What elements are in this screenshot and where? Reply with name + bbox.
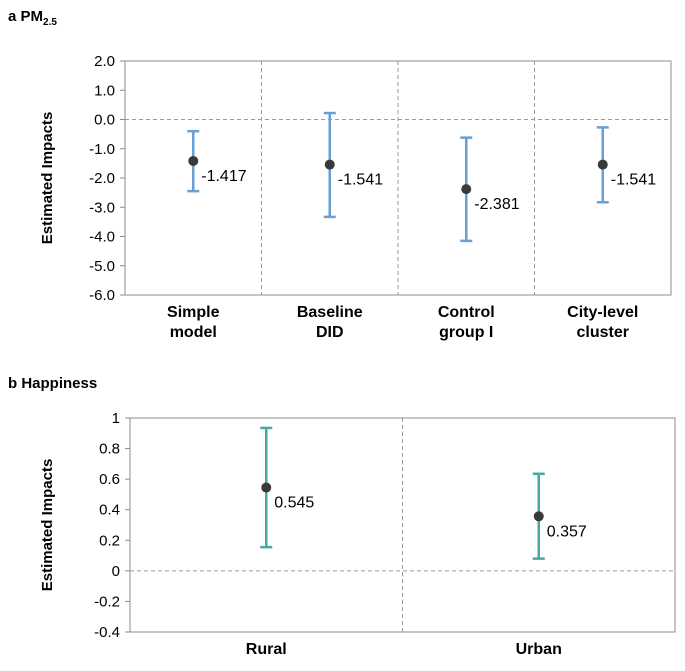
category-label: City-level — [567, 304, 638, 321]
panel-a-letter: a — [8, 8, 17, 25]
y-tick-label: -4.0 — [89, 229, 115, 246]
category-label: Urban — [516, 641, 562, 658]
data-point — [461, 184, 472, 195]
y-tick-label: 0.4 — [99, 502, 120, 519]
data-point — [188, 155, 199, 166]
data-label: -1.417 — [201, 168, 246, 185]
category-label: cluster — [577, 324, 629, 341]
y-tick-label: -3.0 — [89, 199, 115, 216]
y-tick-label: -6.0 — [89, 287, 115, 304]
category-label: group I — [439, 324, 493, 341]
data-label: 0.545 — [274, 495, 314, 512]
category-label: Simple — [167, 304, 220, 321]
category-label: Baseline — [297, 304, 363, 321]
category-label: Rural — [246, 641, 287, 658]
panel-a-plot: 2.0 1.0 0.0 -1.0 -2.0 -3.0 -4.0 -5.0 -6.0 Estimat… — [39, 53, 672, 341]
y-tick-label: -0.2 — [94, 593, 120, 610]
category-label: model — [170, 324, 217, 341]
y-tick-label: 0.2 — [99, 532, 120, 549]
y-tick-label: -5.0 — [89, 258, 115, 275]
y-tick-label: 1 — [112, 410, 120, 427]
panel-a-title: a PM2.5 — [8, 8, 57, 28]
category-label: Control — [438, 304, 495, 321]
y-axis-label: Estimated Impacts — [39, 459, 56, 592]
data-label: -1.541 — [338, 172, 383, 189]
y-tick-label: 0 — [112, 563, 120, 580]
data-point — [324, 159, 335, 170]
panel-a-title-sub: 2.5 — [43, 17, 57, 28]
data-label: -1.541 — [611, 172, 656, 189]
y-axis-label: Estimated Impacts — [39, 112, 56, 245]
category-label: DID — [316, 324, 344, 341]
panel-b-letter: b — [8, 375, 17, 392]
y-tick-label: 0.0 — [94, 112, 115, 129]
data-label: -2.381 — [474, 196, 519, 213]
y-tick-label: -2.0 — [89, 170, 115, 187]
y-tick-label: -1.0 — [89, 141, 115, 158]
data-point — [533, 511, 544, 522]
y-tick-label: 0.8 — [99, 441, 120, 458]
data-label: 0.357 — [547, 523, 587, 540]
y-tick-label: 2.0 — [94, 53, 115, 70]
panel-a-title-main: PM — [21, 8, 44, 25]
data-point — [597, 159, 608, 170]
panel-b-title-main: Happiness — [21, 375, 97, 392]
panel-b-plot: 1 0.8 0.6 0.4 0.2 0 -0.2 -0.4 Estimated Impacts R… — [39, 410, 676, 658]
y-tick-label: -0.4 — [94, 624, 120, 641]
panel-b-title: b Happiness — [8, 375, 97, 392]
y-tick-label: 1.0 — [94, 82, 115, 99]
data-point — [261, 482, 272, 493]
y-tick-label: 0.6 — [99, 471, 120, 488]
